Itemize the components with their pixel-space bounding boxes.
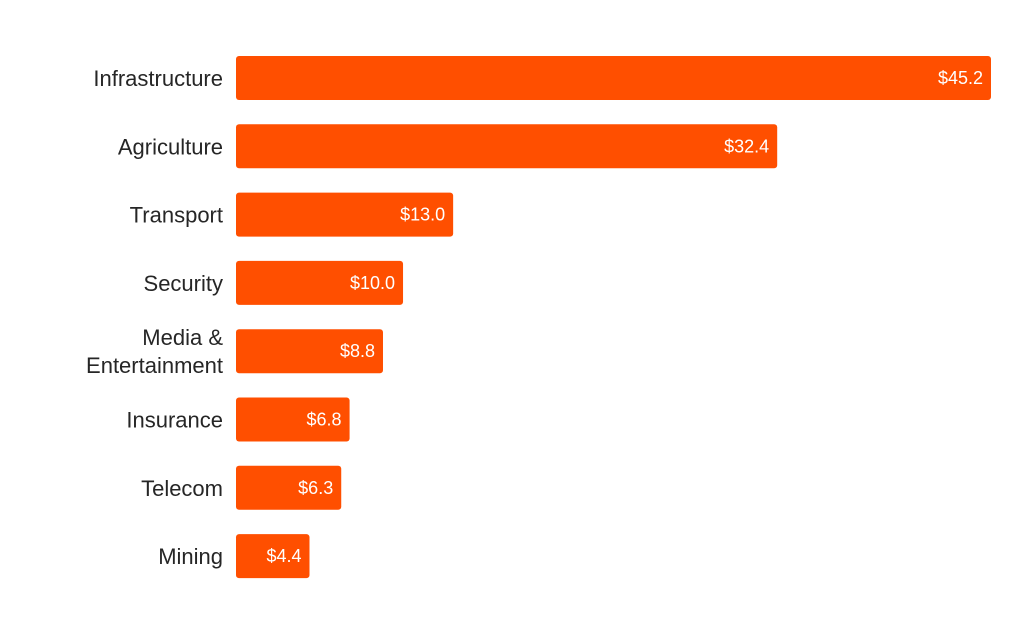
category-label: Media & Entertainment	[86, 325, 223, 378]
category-label: Agriculture	[118, 134, 223, 159]
category-label-line: Telecom	[141, 476, 223, 501]
bar-group: $45.2 Infrastructure	[93, 56, 991, 100]
bar	[236, 124, 778, 169]
category-label: Infrastructure	[93, 66, 223, 91]
bar-group: $6.3 Telecom	[141, 465, 342, 510]
value-label: $4.4	[266, 546, 301, 566]
bar	[236, 192, 454, 237]
bar-group: $8.8 Media & Entertainment	[86, 325, 383, 378]
category-label-line: Infrastructure	[93, 66, 223, 91]
category-label: Security	[144, 271, 223, 296]
bar-group: $4.4 Mining	[158, 534, 310, 579]
category-label-line: Entertainment	[86, 353, 223, 378]
category-label-line: Media &	[142, 325, 223, 350]
value-label: $6.8	[307, 410, 342, 430]
category-label: Insurance	[126, 408, 223, 433]
value-label: $32.4	[724, 136, 769, 156]
bar	[236, 260, 404, 305]
bar-group: $10.0 Security	[144, 260, 404, 305]
value-label: $10.0	[350, 273, 395, 293]
bar-group: $32.4 Agriculture	[118, 124, 778, 169]
bar	[236, 397, 350, 442]
category-label-line: Agriculture	[118, 134, 223, 159]
category-label: Transport	[130, 203, 223, 228]
bar-group: $6.8 Insurance	[126, 397, 350, 442]
value-label: $6.3	[298, 478, 333, 498]
bar	[236, 534, 310, 579]
bar	[236, 56, 991, 100]
category-label: Telecom	[141, 476, 223, 501]
bar	[236, 329, 383, 374]
category-label: Mining	[158, 544, 223, 569]
bar	[236, 465, 342, 510]
value-label: $45.2	[938, 68, 983, 88]
value-label: $8.8	[340, 341, 375, 361]
category-label-line: Security	[144, 271, 223, 296]
category-label-line: Insurance	[126, 408, 223, 433]
value-label: $13.0	[400, 205, 445, 225]
category-label-line: Mining	[158, 544, 223, 569]
bar-group: $13.0 Transport	[130, 192, 454, 237]
category-label-line: Transport	[130, 203, 223, 228]
